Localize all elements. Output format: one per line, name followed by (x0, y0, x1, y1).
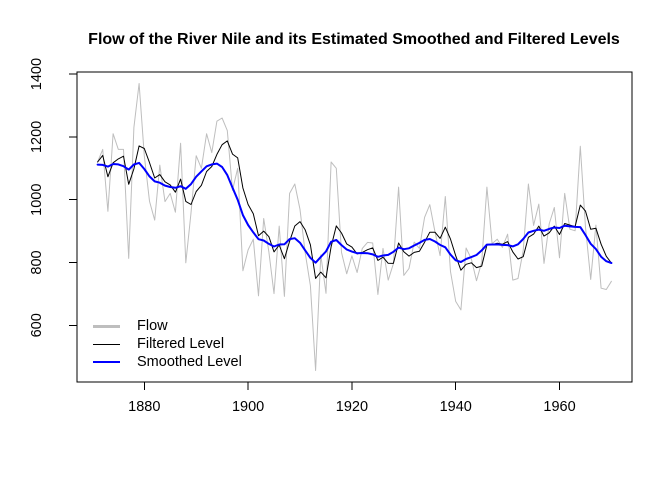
y-axis-tick-label: 800 (29, 250, 45, 274)
y-axis-tick-label: 600 (29, 313, 45, 337)
chart-title: Flow of the River Nile and its Estimated… (88, 31, 620, 48)
filtered-level-line (97, 140, 612, 279)
flow-line (97, 83, 612, 371)
y-axis-tick-label: 1200 (29, 121, 45, 153)
legend-label-flow: Flow (137, 318, 168, 334)
plot-box (76, 71, 633, 383)
x-axis-tick-label: 1960 (543, 399, 575, 415)
flow-line-sample (93, 324, 120, 328)
legend-item-flow: Flow (93, 317, 242, 335)
x-axis-tick-label: 1900 (232, 399, 264, 415)
x-axis-tick-label: 1940 (440, 399, 472, 415)
legend-item-smoothed-level: Smoothed Level (93, 353, 242, 371)
x-axis-tick-label: 1880 (128, 399, 160, 415)
x-axis-tick-label: 1920 (336, 399, 368, 415)
legend-label-filtered-level: Filtered Level (137, 336, 225, 352)
legend-item-filtered-level: Filtered Level (93, 335, 242, 353)
y-axis-tick-label: 1400 (29, 58, 45, 90)
legend: Flow Filtered Level Smoothed Level (93, 317, 242, 371)
y-axis-tick-label: 1000 (29, 184, 45, 216)
smoothed-level-line-sample (93, 360, 120, 364)
smoothed-level-line (96, 161, 613, 264)
filtered-level-line-sample (93, 343, 120, 345)
legend-label-smoothed-level: Smoothed Level (137, 354, 242, 370)
